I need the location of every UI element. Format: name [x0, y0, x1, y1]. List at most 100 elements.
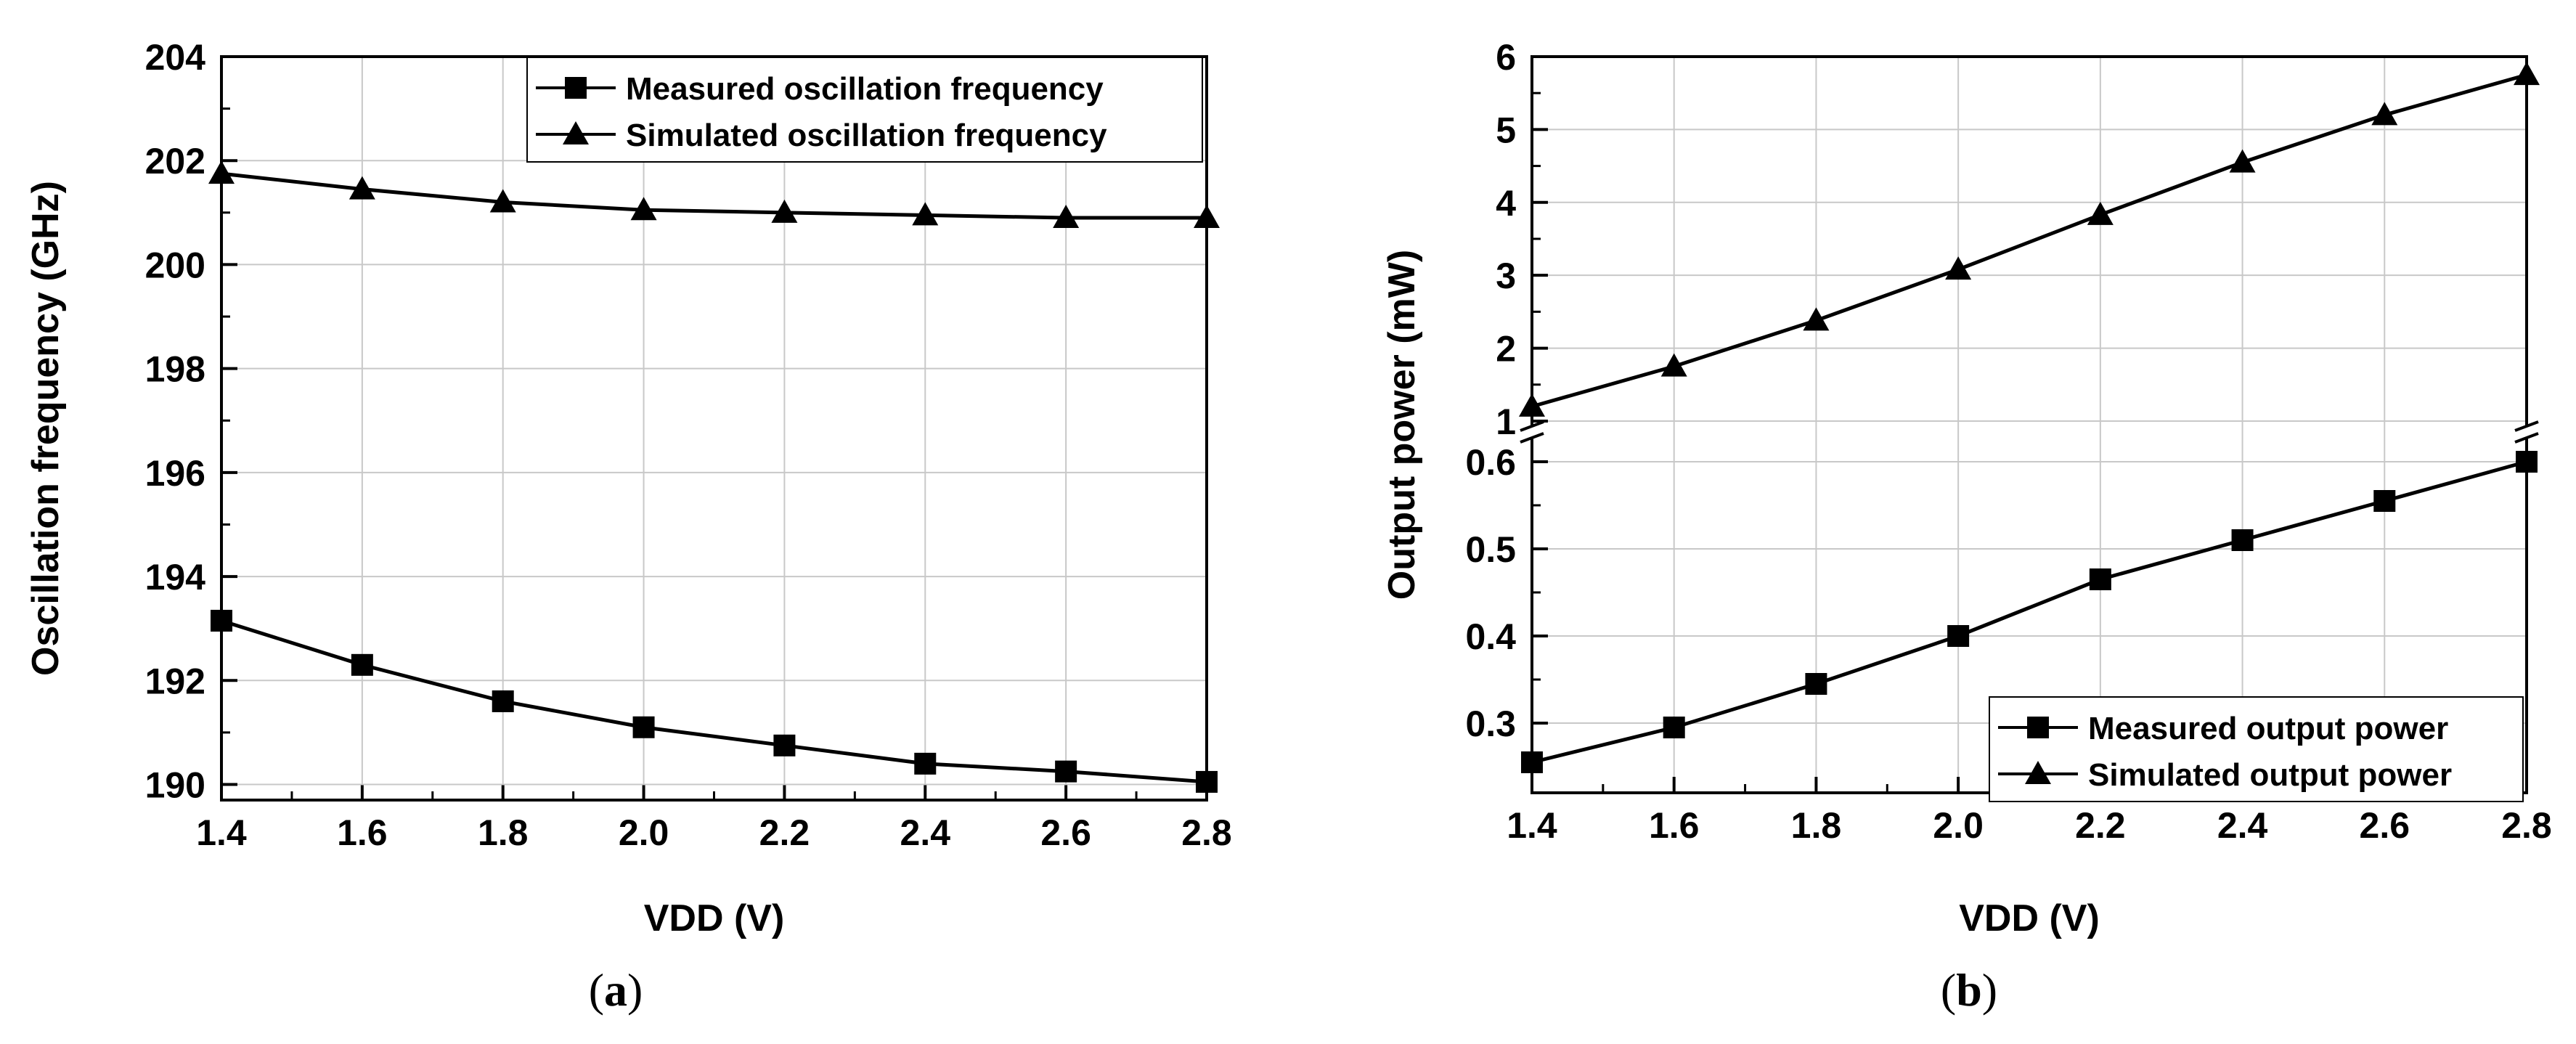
- axis-break-mark: [1520, 420, 1544, 432]
- y-tick-label-upper: 2: [1496, 329, 1516, 370]
- data-point-triangle: [208, 160, 235, 184]
- panel-paren: (: [589, 964, 604, 1016]
- data-point-triangle: [1945, 256, 1972, 280]
- x-tick-label: 1.6: [1649, 805, 1700, 846]
- data-point-square: [1947, 625, 1970, 647]
- data-point-square: [2231, 529, 2254, 551]
- data-point-square: [914, 752, 937, 775]
- y-tick-label-upper: 4: [1496, 183, 1516, 224]
- y-tick-label-upper: 1: [1496, 401, 1516, 442]
- y-tick-label: 200: [145, 245, 205, 285]
- x-tick-label: 2.8: [1181, 812, 1232, 853]
- x-tick-label: 2.2: [759, 812, 810, 853]
- data-point-square: [632, 716, 655, 738]
- x-tick-label: 1.8: [1791, 805, 1842, 846]
- y-tick-label-lower: 0.4: [1465, 616, 1516, 657]
- x-tick-label: 2.8: [2501, 805, 2552, 846]
- data-point-triangle: [2514, 62, 2540, 86]
- data-point-triangle: [489, 189, 516, 213]
- y-axis-title: Output power (mW): [1381, 250, 1423, 600]
- data-point-square: [351, 653, 373, 676]
- panel-paren: ): [627, 964, 643, 1016]
- x-tick-label: 1.4: [196, 812, 247, 853]
- data-point-square: [211, 609, 232, 632]
- legend-entry: Simulated output power: [2088, 757, 2452, 793]
- data-point-square: [1805, 673, 1827, 695]
- legend-frame: [1989, 696, 2524, 802]
- legend-entry: Simulated oscillation frequency: [626, 118, 1107, 153]
- series-line-triangle: [1531, 73, 2527, 409]
- axis-break-mark: [2514, 432, 2539, 444]
- data-point-square: [1055, 760, 1077, 783]
- chart-b: 1.4 1.6 1.8 2.0 2.2 2.4 2.6 2.8 1 2 3 4 5 6 0.3 0.4 0.5 0…: [1381, 37, 2552, 1016]
- y-tick-label: 190: [145, 765, 205, 806]
- data-point-square: [1196, 770, 1218, 793]
- axis-break-mark: [2514, 420, 2539, 432]
- data-point-triangle: [349, 176, 375, 200]
- data-point-triangle: [1194, 204, 1220, 228]
- y-tick-label: 202: [145, 141, 205, 182]
- data-point-triangle: [1660, 353, 1687, 377]
- panel-paren: ): [1982, 964, 1997, 1016]
- x-tick-label: 2.0: [619, 812, 669, 853]
- series-line-square: [221, 619, 1207, 784]
- y-tick-label: 198: [145, 349, 205, 390]
- legend-marker-square: [2027, 717, 2049, 738]
- series-line-triangle: [221, 171, 1207, 220]
- x-tick-label: 2.4: [900, 812, 951, 853]
- legend-marker-triangle: [2025, 761, 2051, 784]
- panel-letter: b: [1956, 964, 1982, 1016]
- y-tick-label-lower: 0.3: [1465, 704, 1516, 744]
- x-tick-label: 2.6: [1040, 812, 1091, 853]
- x-tick-label: 2.4: [2217, 805, 2268, 846]
- legend-b: Measured output power Simulated output po…: [1989, 696, 2524, 802]
- data-point-triangle: [1519, 393, 1545, 417]
- data-point-triangle: [2229, 149, 2256, 173]
- panel-label-a: (a): [589, 964, 643, 1016]
- data-point-square: [1663, 717, 1685, 738]
- x-tick-label: 1.8: [478, 812, 529, 853]
- y-tick-label-upper: 5: [1496, 110, 1516, 150]
- y-tick-label-upper: 3: [1496, 256, 1516, 296]
- y-tick-label-lower: 0.5: [1465, 529, 1516, 570]
- y-tick-label-lower: 0.6: [1465, 442, 1516, 483]
- data-point-triangle: [771, 199, 798, 223]
- legend-a: Measured oscillation frequency Simulated …: [526, 57, 1203, 163]
- legend-frame: [526, 57, 1203, 163]
- plot-frame: [1530, 55, 2528, 794]
- data-point-square: [2373, 490, 2396, 512]
- y-tick-label: 204: [145, 37, 206, 78]
- x-axis-title: VDD (V): [644, 897, 785, 939]
- plot-frame: [220, 55, 1208, 802]
- x-tick-label: 1.6: [337, 812, 388, 853]
- y-axis-title: Oscillation frequency (GHz): [25, 181, 67, 676]
- panel-letter: a: [604, 964, 627, 1016]
- legend-marker-square: [565, 77, 587, 99]
- data-point-triangle: [2087, 201, 2114, 225]
- data-point-square: [2516, 451, 2538, 473]
- x-tick-label: 2.2: [2075, 805, 2126, 846]
- chart-a: 1.4 1.6 1.8 2.0 2.2 2.4 2.6 2.8 190 192 194 196 198 2…: [25, 37, 1232, 1016]
- data-point-square: [492, 690, 514, 712]
- data-point-triangle: [630, 197, 657, 221]
- data-point-square: [773, 734, 796, 757]
- panel-label-b: (b): [1941, 964, 1997, 1016]
- legend-entry: Measured output power: [2088, 711, 2448, 746]
- legend-entry: Measured oscillation frequency: [626, 71, 1104, 107]
- y-tick-label: 194: [145, 557, 206, 598]
- legend-marker-triangle: [563, 121, 589, 144]
- x-tick-label: 2.0: [1933, 805, 1984, 846]
- panel-paren: (: [1941, 964, 1956, 1016]
- data-point-square: [2089, 568, 2111, 590]
- data-point-square: [1521, 751, 1543, 773]
- x-tick-label: 2.6: [2360, 805, 2410, 846]
- x-axis-title: VDD (V): [1959, 897, 2100, 939]
- y-tick-label: 192: [145, 661, 205, 701]
- data-point-triangle: [1803, 307, 1830, 331]
- y-tick-label: 196: [145, 453, 205, 494]
- data-point-triangle: [2371, 102, 2398, 126]
- series-line-square: [1531, 460, 2527, 764]
- axis-break-mark: [1520, 432, 1544, 444]
- data-point-triangle: [912, 202, 939, 226]
